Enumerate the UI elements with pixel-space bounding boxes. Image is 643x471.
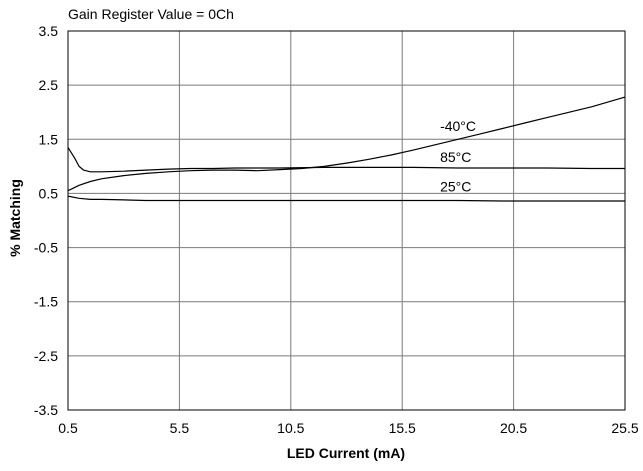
tick-labels: 0.5 5.5 10.5 15.5 20.5 25.5 3.5 2.5 1.5 0.5 -0.5 -1…	[34, 23, 639, 436]
series-label-1: 85°C	[440, 149, 471, 165]
y-tick-label: -3.5	[34, 402, 58, 418]
series-labels: -40°C 85°C 25°C	[440, 118, 476, 195]
x-tick-label: 5.5	[170, 420, 190, 436]
series-label-0: -40°C	[440, 118, 476, 134]
plot-frame	[67, 30, 626, 411]
x-axis-title: LED Current (mA)	[287, 445, 405, 461]
x-tick-label: 10.5	[277, 420, 304, 436]
y-tick-label: -2.5	[34, 348, 58, 364]
y-tick-label: 3.5	[39, 23, 59, 39]
x-tick-label: 20.5	[500, 420, 527, 436]
y-tick-label: 2.5	[39, 77, 59, 93]
x-tick-label: 0.5	[58, 420, 78, 436]
series-line-2	[67, 195, 625, 202]
y-axis-title: % Matching	[7, 179, 23, 257]
series-line-0	[67, 96, 626, 192]
series-layer	[67, 96, 626, 202]
y-tick-label: 1.5	[39, 131, 59, 147]
chart-title: Gain Register Value = 0Ch	[68, 6, 234, 22]
y-tick-label: 0.5	[39, 185, 59, 201]
y-tick-label: -0.5	[34, 240, 58, 256]
x-tick-label: 25.5	[611, 420, 638, 436]
x-tick-label: 15.5	[389, 420, 416, 436]
series-line-1	[67, 147, 625, 173]
grid	[67, 30, 626, 411]
y-tick-label: -1.5	[34, 294, 58, 310]
series-label-2: 25°C	[440, 178, 471, 194]
